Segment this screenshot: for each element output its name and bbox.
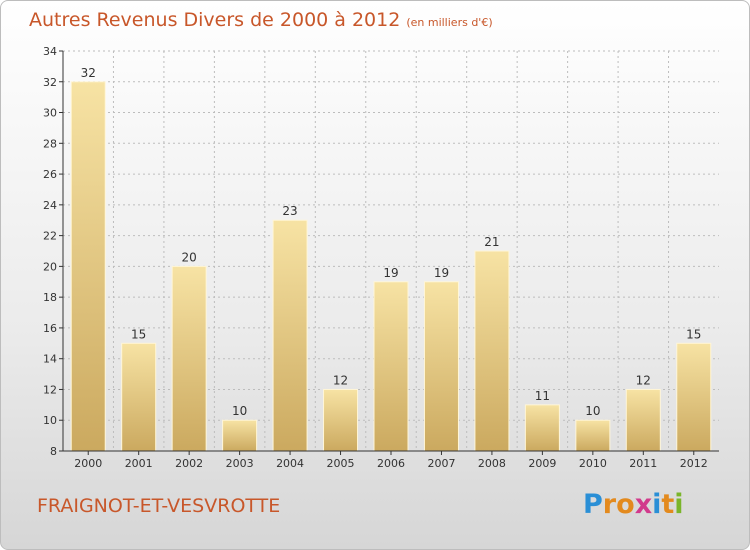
x-tick-label: 2006 [377,457,405,470]
y-tick-label: 30 [43,107,57,120]
logo-letter: x [634,489,653,520]
y-tick-label: 32 [43,76,57,89]
commune-name: FRAIGNOT-ET-VESVROTTE [37,495,281,517]
x-tick-label: 2011 [629,457,657,470]
y-tick-label: 12 [43,383,57,396]
data-label: 11 [535,389,550,403]
x-tick-label: 2009 [528,457,556,470]
y-tick-label: 28 [43,137,57,150]
x-tick-label: 2008 [478,457,506,470]
data-label: 20 [182,250,197,264]
labels: 8 10 12 14 16 18 20 22 24 26 28 30 32 34 32 2000 15 2001 2… [43,45,708,470]
data-label: 23 [282,204,297,218]
proxiti-logo[interactable]: Proxiti [583,489,684,520]
unit-label: (en milliers d'€) [406,16,493,29]
bars [70,81,712,452]
data-label: 32 [81,66,96,80]
x-tick-label: 2001 [125,457,153,470]
y-tick-label: 34 [43,45,57,58]
bar [524,404,560,452]
bar [70,81,106,452]
data-label: 12 [333,373,348,387]
logo-letter: i [652,489,662,520]
x-tick-label: 2000 [74,457,102,470]
y-tick-label: 14 [43,353,57,366]
y-tick-label: 20 [43,260,57,273]
x-tick-label: 2005 [327,457,355,470]
x-tick-label: 2004 [276,457,304,470]
y-tick-label: 18 [43,291,57,304]
bar [323,388,359,452]
bar [373,281,409,452]
data-label: 12 [636,373,651,387]
data-label: 19 [434,266,449,280]
grid-lines [63,50,719,451]
logo-letter: t [661,489,675,520]
bar [423,281,459,452]
logo-letter: r [602,489,617,520]
data-label: 15 [131,327,146,341]
logo-letter: i [674,489,684,520]
bar [222,419,258,452]
y-tick-label: 8 [50,445,57,458]
bar [625,388,661,452]
y-tick-label: 16 [43,322,57,335]
y-tick-label: 24 [43,199,57,212]
data-label: 21 [484,235,499,249]
bar [474,250,510,452]
x-tick-label: 2002 [175,457,203,470]
bar [171,265,207,452]
logo-letter: P [583,489,603,520]
bar [575,419,611,452]
x-tick-label: 2007 [427,457,455,470]
data-label: 19 [383,266,398,280]
y-tick-label: 10 [43,414,57,427]
logo-letter: o [616,489,635,520]
x-tick-label: 2012 [680,457,708,470]
chart-title: Autres Revenus Divers de 2000 à 2012 (en … [29,9,493,31]
bar [272,219,308,452]
axes [59,50,719,455]
x-tick-label: 2010 [579,457,607,470]
bar [121,342,157,452]
data-label: 15 [686,327,701,341]
bar [676,342,712,452]
data-label: 10 [232,404,247,418]
x-tick-label: 2003 [226,457,254,470]
data-label: 10 [585,404,600,418]
title-text: Autres Revenus Divers de 2000 à 2012 [29,9,401,31]
y-tick-label: 22 [43,230,57,243]
y-tick-label: 26 [43,168,57,181]
